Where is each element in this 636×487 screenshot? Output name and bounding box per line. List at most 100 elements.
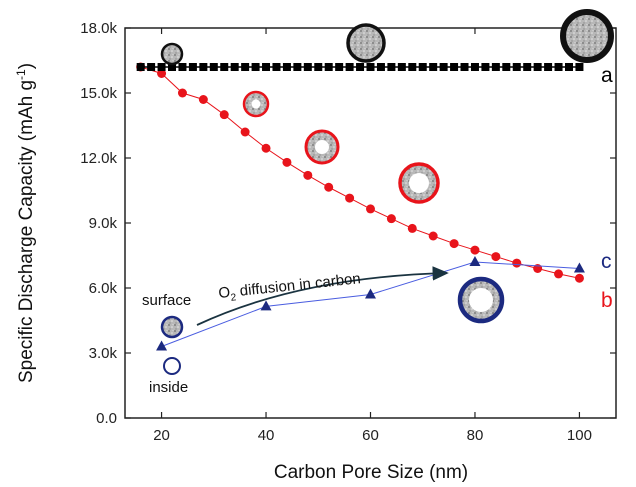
series-b-point [157,69,167,78]
y-tick-label: 3.0k [89,345,118,362]
series-a-point [303,63,312,71]
series-b-point [219,110,229,120]
series-c-line [161,261,580,347]
series-a-point [230,63,239,71]
series-c [156,256,585,351]
y-axis-title-superscript: -1 [14,69,28,80]
series-b-point [324,182,334,192]
series-a-point [220,63,229,71]
series-c-label: c [601,250,612,273]
illustration-particles-c [160,276,505,375]
series-a-point [554,63,563,71]
x-tick-label: 100 [567,427,592,444]
particle-core-red-2 [315,140,329,154]
series-a-point [168,63,177,71]
series-a-point [544,63,553,71]
x-tick-label: 60 [362,427,379,444]
y-tick-label: 12.0k [80,150,117,167]
series-b-point [512,258,522,268]
series-c-point [365,288,376,299]
series-a-point [335,63,344,71]
series-a-point [512,63,521,71]
series-a-point [429,63,438,71]
series-a-point [178,63,187,71]
plot-frame [124,27,617,419]
particle-core-red-1 [251,99,261,109]
series-a-point [418,63,427,71]
diffusion-rest: diffusion in carbon [235,270,362,300]
series-a-point [387,63,396,71]
y-axis-title: Specific Discharge Capacity (mAh g-1) [14,63,37,383]
series-b-point [240,127,250,137]
series-b-point [574,273,584,283]
diffusion-o: O [218,284,231,302]
x-axis-ticks: 20 40 60 80 100 [153,28,592,444]
diffusion-arrow [196,266,449,326]
series-a-point [314,63,323,71]
series-a-point [460,63,469,71]
illustration-particles-a [160,9,614,66]
series-b-point [449,239,459,249]
series-a-point [439,63,448,71]
series-a-point [366,63,375,71]
particle-core-red-3 [409,173,429,193]
series-a-point [136,63,145,71]
series-b [136,62,584,283]
annotation-inside: inside [149,379,188,396]
series-a-point [262,63,271,71]
x-tick-label: 80 [467,427,484,444]
series-b-point [198,95,208,104]
series-c-point [260,300,272,311]
particle-solid-small [160,42,184,66]
series-a-point [408,63,417,71]
series-a-point [188,63,197,71]
series-a-point [575,63,584,71]
series-a-point [324,63,333,71]
series-b-point [345,193,355,203]
series-a-point [450,63,459,71]
illustration-particles-b [242,90,440,204]
series-a-point [241,63,250,71]
series-a-point [523,63,532,71]
series-b-point [261,143,271,153]
y-tick-label: 9.0k [89,215,118,232]
series-a-point [470,63,479,71]
series-a-point [397,63,406,71]
series-a-point [481,63,490,71]
series-a-point [293,63,302,71]
series-a-point [147,63,156,71]
particle-solid-large [560,9,614,63]
x-axis-title: Carbon Pore Size (nm) [274,462,468,483]
series-b-point [366,204,375,214]
series-a-point [209,63,218,71]
y-axis-title-close: ) [16,63,37,69]
series-b-point [282,157,292,167]
series-c-point [156,340,168,351]
y-tick-label: 15.0k [80,85,117,102]
series-c-point [469,256,481,266]
series-a-point [376,63,385,71]
particle-solid-medium [346,23,386,63]
series-a-point [282,63,291,71]
series-a-point [272,63,281,71]
series-b-point [386,214,396,224]
series-a-point [251,63,260,71]
y-axis-ticks: 0.0 3.0k 6.0k 9.0k 12.0k 15.0k 18.0k [80,20,616,427]
y-tick-label: 6.0k [89,280,118,297]
x-tick-label: 40 [258,427,275,444]
series-b-point [407,223,417,233]
series-b-point [554,269,564,279]
series-b-point [177,88,187,98]
series-a-point [533,63,542,71]
series-a-label: a [601,64,613,87]
series-b-line [140,66,580,279]
series-a-point [356,63,365,71]
series-b-point [303,170,313,180]
y-tick-label: 0.0 [96,410,117,427]
series-a-point [491,63,500,71]
series-a-point [345,63,354,71]
series-b-point [470,245,480,255]
series-a-point [199,63,208,71]
series-b-point [428,231,438,241]
